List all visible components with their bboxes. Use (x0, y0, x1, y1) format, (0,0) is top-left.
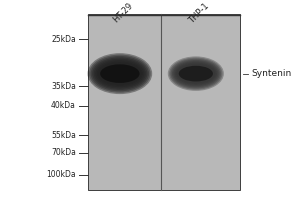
Ellipse shape (94, 59, 146, 89)
Ellipse shape (92, 57, 148, 90)
Ellipse shape (89, 55, 151, 93)
Ellipse shape (91, 56, 149, 91)
Text: Syntenin: Syntenin (251, 69, 292, 78)
Ellipse shape (168, 56, 224, 91)
Ellipse shape (172, 60, 220, 87)
Ellipse shape (95, 60, 144, 87)
Ellipse shape (175, 62, 217, 85)
Ellipse shape (173, 61, 218, 86)
Ellipse shape (169, 58, 223, 90)
Ellipse shape (170, 59, 221, 89)
Text: 25kDa: 25kDa (51, 35, 76, 44)
Ellipse shape (176, 63, 216, 84)
Ellipse shape (179, 66, 213, 81)
Ellipse shape (97, 62, 143, 86)
Text: HT-29: HT-29 (111, 1, 135, 25)
Text: 40kDa: 40kDa (51, 101, 76, 110)
Ellipse shape (100, 64, 140, 83)
Text: 55kDa: 55kDa (51, 131, 76, 140)
Ellipse shape (88, 53, 152, 94)
Text: 35kDa: 35kDa (51, 82, 76, 91)
Text: 100kDa: 100kDa (46, 170, 76, 179)
Text: 70kDa: 70kDa (51, 148, 76, 157)
FancyBboxPatch shape (88, 14, 240, 190)
Text: THP-1: THP-1 (187, 1, 211, 25)
